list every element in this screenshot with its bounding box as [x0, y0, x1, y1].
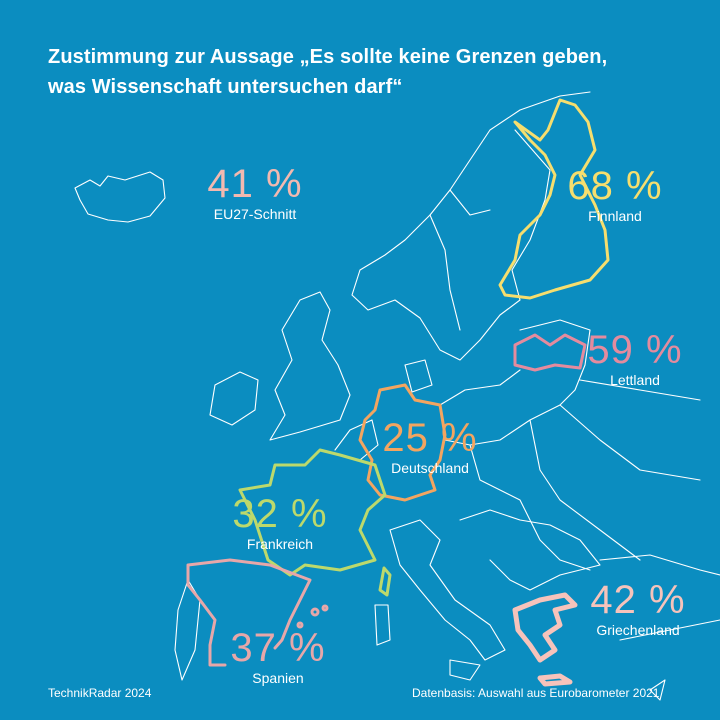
- chart-title: Zustimmung zur Aussage „Es sollte keine …: [48, 42, 607, 102]
- country-borders: [74, 91, 720, 701]
- stat-value: 41 %: [207, 162, 303, 206]
- stat-label: Spanien: [252, 670, 304, 686]
- balearic-islands: [296, 604, 329, 629]
- italy-outline: [389, 519, 506, 661]
- stat-latvia: 59 % Lettland: [575, 330, 695, 388]
- turkey-outline: [599, 554, 720, 701]
- stat-label: EU27-Schnitt: [213, 206, 297, 222]
- footer-source-right: Datenbasis: Auswahl aus Eurobarometer 20…: [412, 686, 660, 700]
- stat-value: 25 %: [382, 416, 478, 460]
- stat-france: 32 % Frankreich: [220, 494, 340, 552]
- greece-outline: [512, 592, 578, 687]
- stat-label: Griechenland: [596, 622, 680, 638]
- stat-value: 68 %: [567, 164, 663, 208]
- uk-outline: [269, 291, 351, 441]
- denmark-outline: [404, 359, 433, 393]
- iceland-outline: [74, 171, 166, 223]
- stat-germany: 25 % Deutschland: [370, 418, 490, 476]
- sicily-outline: [449, 659, 481, 681]
- norway-sweden-outline: [351, 91, 591, 361]
- stat-value: 59 %: [587, 328, 683, 372]
- benelux-outline: [334, 419, 379, 461]
- baltics-poland-outline: [439, 319, 591, 446]
- title-line-1: Zustimmung zur Aussage „Es sollte keine …: [48, 46, 608, 68]
- title-line-2: was Wissenschaft untersuchen darf“: [48, 76, 403, 98]
- spain-outline: [186, 558, 312, 667]
- sardinia-outline: [374, 604, 391, 646]
- germany-outline: [358, 383, 447, 502]
- france-outline: [238, 448, 387, 577]
- stat-value: 37 %: [230, 626, 326, 670]
- stat-value: 42 %: [590, 578, 686, 622]
- corsica-outline: [378, 566, 392, 597]
- finland-outline: [498, 98, 610, 300]
- balkans-outline: [459, 509, 601, 591]
- stat-label: Finnland: [588, 208, 642, 224]
- latvia-outline: [513, 333, 587, 372]
- stat-label: Deutschland: [391, 460, 469, 476]
- ireland-outline: [209, 371, 259, 426]
- footer-source-left: TechnikRadar 2024: [48, 686, 152, 700]
- stat-finland: 68 % Finnland: [555, 166, 675, 224]
- stat-label: Frankreich: [246, 536, 314, 552]
- stat-value: 32 %: [232, 492, 328, 536]
- stat-greece: 42 % Griechenland: [578, 580, 698, 638]
- stat-spain: 37 % Spanien: [218, 628, 338, 686]
- stat-eu27-average: 41 % EU27-Schnitt: [195, 164, 315, 222]
- stat-label: Lettland: [610, 372, 660, 388]
